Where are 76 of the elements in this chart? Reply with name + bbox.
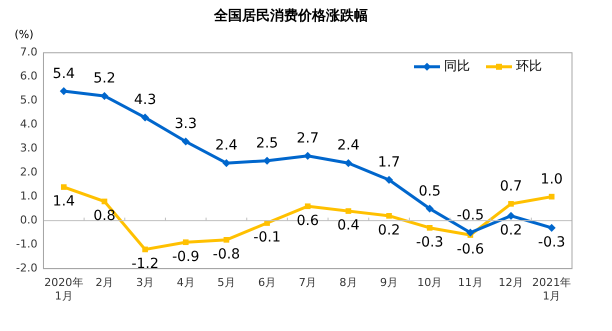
point	[60, 184, 67, 190]
point	[182, 239, 189, 246]
point	[141, 114, 150, 122]
y-tick-label: 3.0	[20, 142, 38, 155]
data-label: 2.4	[337, 138, 360, 154]
point	[142, 246, 148, 252]
data-label: -0.8	[212, 246, 240, 262]
point	[386, 213, 392, 219]
data-label: 3.3	[174, 116, 197, 132]
x-tick-label: 9月	[380, 276, 398, 290]
point	[385, 176, 394, 184]
x-tick-label: 8月	[339, 276, 358, 290]
x-tick-label: 7月	[298, 276, 317, 290]
x-tick-label: 3月	[136, 276, 154, 290]
data-label: 0.8	[93, 208, 116, 224]
legend-label: 环比	[516, 59, 542, 74]
point	[60, 87, 68, 96]
data-label: 1.7	[378, 154, 400, 171]
data-label: -0.3	[538, 234, 566, 250]
point	[344, 159, 352, 168]
y-tick-label: 0.0	[20, 214, 38, 227]
data-label: -0.6	[456, 242, 484, 258]
point	[548, 194, 554, 200]
point	[507, 212, 516, 220]
data-label: 5.2	[93, 70, 116, 87]
y-tick-label: -1.0	[16, 237, 38, 250]
data-label: 0.2	[378, 222, 400, 238]
point	[222, 159, 230, 168]
point	[466, 228, 474, 237]
data-label: 2.7	[296, 130, 319, 147]
x-tick-label: 6月	[258, 276, 276, 290]
x-tick-label: 2020年 1月	[44, 276, 84, 302]
point	[426, 225, 433, 231]
data-label: -0.1	[253, 230, 281, 246]
point	[426, 204, 434, 213]
x-tick-label: 10月	[417, 276, 442, 290]
y-axis-title: (%)	[14, 28, 34, 42]
data-label: -0.3	[416, 234, 444, 250]
point	[304, 152, 312, 160]
y-tick-label: -2.0	[16, 261, 38, 274]
y-tick-label: 2.0	[20, 166, 38, 179]
data-label: 0.6	[296, 212, 319, 229]
data-label: 0.2	[500, 222, 522, 238]
data-label: 1.0	[540, 171, 563, 188]
data-label: 2.4	[215, 138, 238, 154]
y-tick-label: 7.0	[20, 46, 38, 59]
x-tick-label: 5月	[217, 276, 236, 290]
y-tick-label: 1.0	[20, 190, 38, 203]
data-label: 4.3	[134, 92, 156, 108]
y-tick-label: 4.0	[20, 118, 38, 131]
x-tick-label: 2021年 1月	[532, 276, 572, 302]
point	[304, 203, 311, 210]
data-label: 0.7	[500, 178, 522, 194]
data-label: -1.2	[131, 256, 159, 272]
point	[346, 208, 352, 214]
data-label: 0.5	[418, 183, 441, 200]
point	[102, 198, 108, 204]
x-tick-label: 2月	[95, 276, 114, 290]
point	[508, 201, 514, 207]
point	[182, 138, 190, 146]
point	[224, 237, 230, 243]
y-tick-label: 5.0	[20, 94, 38, 107]
data-label: -0.9	[172, 248, 200, 265]
x-tick-label: 11月	[458, 276, 483, 290]
x-tick-label: 4月	[176, 276, 195, 290]
data-label: -0.5	[456, 207, 484, 224]
data-label: 1.4	[52, 194, 76, 210]
data-label: 5.4	[52, 66, 76, 82]
point	[263, 156, 272, 165]
point	[548, 224, 556, 232]
chart-title: 全国居民消费价格涨跌幅	[213, 8, 368, 24]
x-tick-label: 12月	[498, 276, 524, 290]
y-tick-label: 6.0	[20, 70, 38, 83]
legend-label: 同比	[444, 59, 470, 74]
data-label: 2.5	[256, 135, 278, 152]
data-label: 0.4	[337, 218, 360, 234]
